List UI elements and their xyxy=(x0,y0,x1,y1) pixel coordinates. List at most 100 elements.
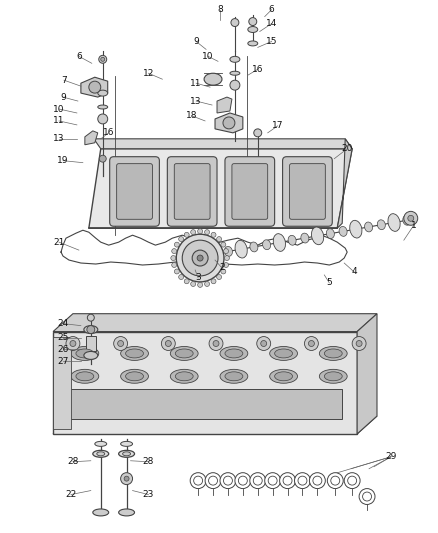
Text: 6: 6 xyxy=(76,52,82,61)
Circle shape xyxy=(208,476,218,485)
FancyBboxPatch shape xyxy=(167,157,217,226)
Circle shape xyxy=(294,473,311,489)
Text: 21: 21 xyxy=(53,238,65,247)
Ellipse shape xyxy=(230,56,240,62)
Circle shape xyxy=(179,237,184,241)
Ellipse shape xyxy=(76,349,94,358)
Ellipse shape xyxy=(76,372,94,381)
Text: 9: 9 xyxy=(60,93,66,102)
Circle shape xyxy=(223,117,235,129)
Circle shape xyxy=(231,19,239,27)
Circle shape xyxy=(331,476,340,485)
Circle shape xyxy=(179,274,184,279)
Ellipse shape xyxy=(350,220,362,238)
FancyBboxPatch shape xyxy=(110,157,159,226)
Text: 8: 8 xyxy=(217,5,223,14)
Circle shape xyxy=(99,55,107,63)
Ellipse shape xyxy=(275,372,293,381)
Circle shape xyxy=(224,255,230,261)
Circle shape xyxy=(198,229,203,233)
Circle shape xyxy=(220,473,236,489)
Circle shape xyxy=(279,473,296,489)
FancyBboxPatch shape xyxy=(232,164,268,219)
FancyBboxPatch shape xyxy=(117,164,152,219)
Circle shape xyxy=(165,341,171,346)
Ellipse shape xyxy=(170,346,198,360)
Text: 22: 22 xyxy=(65,490,77,499)
Circle shape xyxy=(182,240,218,276)
Circle shape xyxy=(327,473,343,489)
Ellipse shape xyxy=(71,369,99,383)
Circle shape xyxy=(352,336,366,351)
Circle shape xyxy=(223,476,233,485)
Ellipse shape xyxy=(220,346,248,360)
Text: 28: 28 xyxy=(143,457,154,466)
Circle shape xyxy=(250,473,266,489)
Ellipse shape xyxy=(301,233,309,243)
Ellipse shape xyxy=(120,369,148,383)
Bar xyxy=(68,389,342,419)
Ellipse shape xyxy=(175,349,193,358)
Text: 28: 28 xyxy=(67,457,78,466)
Circle shape xyxy=(217,237,222,241)
Circle shape xyxy=(101,58,105,61)
Circle shape xyxy=(192,250,208,266)
Text: 14: 14 xyxy=(266,19,277,28)
Circle shape xyxy=(249,18,257,26)
Circle shape xyxy=(118,341,124,346)
Circle shape xyxy=(308,341,314,346)
Text: 20: 20 xyxy=(342,144,353,154)
Circle shape xyxy=(190,473,206,489)
Ellipse shape xyxy=(186,253,194,263)
FancyBboxPatch shape xyxy=(225,157,275,226)
Polygon shape xyxy=(94,139,352,149)
Text: 7: 7 xyxy=(61,76,67,85)
Ellipse shape xyxy=(270,369,297,383)
Circle shape xyxy=(211,232,216,237)
Circle shape xyxy=(197,255,203,261)
Text: 16: 16 xyxy=(252,64,264,74)
Circle shape xyxy=(172,248,177,254)
Circle shape xyxy=(235,473,251,489)
Ellipse shape xyxy=(273,233,286,252)
Circle shape xyxy=(230,80,240,90)
Ellipse shape xyxy=(270,346,297,360)
Text: 11: 11 xyxy=(191,79,202,87)
Ellipse shape xyxy=(388,214,400,231)
Ellipse shape xyxy=(225,349,243,358)
Ellipse shape xyxy=(212,249,220,259)
Ellipse shape xyxy=(248,27,258,33)
Text: 16: 16 xyxy=(103,128,114,138)
Ellipse shape xyxy=(175,372,193,381)
Polygon shape xyxy=(89,149,352,228)
Text: 24: 24 xyxy=(57,319,69,328)
Ellipse shape xyxy=(220,369,248,383)
Text: 9: 9 xyxy=(193,37,199,46)
Circle shape xyxy=(171,255,176,261)
Circle shape xyxy=(265,473,281,489)
Circle shape xyxy=(209,336,223,351)
Ellipse shape xyxy=(97,452,105,456)
Polygon shape xyxy=(53,332,357,434)
Text: 2: 2 xyxy=(219,263,225,272)
Ellipse shape xyxy=(119,450,134,457)
Ellipse shape xyxy=(364,222,373,232)
Ellipse shape xyxy=(71,346,99,360)
Text: 5: 5 xyxy=(326,278,332,287)
Circle shape xyxy=(261,341,267,346)
Text: 3: 3 xyxy=(195,273,201,282)
Circle shape xyxy=(124,476,129,481)
Circle shape xyxy=(348,476,357,485)
Circle shape xyxy=(268,476,277,485)
Circle shape xyxy=(191,230,196,235)
Polygon shape xyxy=(357,314,377,434)
Circle shape xyxy=(87,326,95,334)
Ellipse shape xyxy=(248,41,258,46)
Circle shape xyxy=(211,279,216,284)
Polygon shape xyxy=(53,416,377,434)
Text: 23: 23 xyxy=(143,490,154,499)
Ellipse shape xyxy=(120,441,133,446)
Circle shape xyxy=(191,281,196,286)
Circle shape xyxy=(408,215,414,221)
Ellipse shape xyxy=(250,242,258,252)
